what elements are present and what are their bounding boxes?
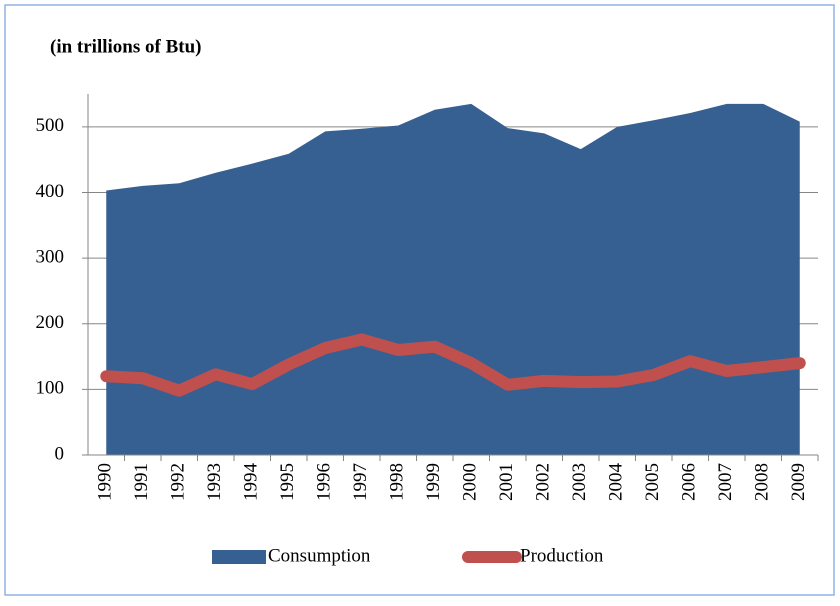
x-tick-label: 2005 xyxy=(642,463,663,501)
y-tick-label: 200 xyxy=(36,312,65,333)
y-tick-label: 400 xyxy=(36,181,65,202)
x-tick-label: 2002 xyxy=(533,463,554,501)
x-tick-label: 1994 xyxy=(241,463,262,502)
chart-title: (in trillions of Btu) xyxy=(50,36,201,57)
x-tick-label: 1992 xyxy=(168,463,189,501)
x-tick-label: 2004 xyxy=(606,463,627,502)
x-tick-label: 2009 xyxy=(788,463,809,501)
x-tick-label: 2000 xyxy=(460,463,481,501)
x-tick-label: 2006 xyxy=(679,463,700,501)
legend-label: Production xyxy=(520,545,604,566)
x-tick-label: 1995 xyxy=(277,463,298,501)
x-tick-label: 2008 xyxy=(752,463,773,501)
y-tick-label: 300 xyxy=(36,246,65,267)
x-tick-label: 2001 xyxy=(496,463,517,501)
x-tick-label: 1993 xyxy=(204,463,225,501)
x-tick-label: 1997 xyxy=(350,463,371,501)
x-tick-label: 1998 xyxy=(387,463,408,501)
line xyxy=(100,333,806,397)
y-tick-label: 500 xyxy=(36,115,65,136)
x-tick-label: 2003 xyxy=(569,463,590,501)
x-tick-label: 1999 xyxy=(423,463,444,501)
y-tick-label: 100 xyxy=(36,378,65,399)
x-tick-label: 1990 xyxy=(95,463,116,501)
x-tick-label: 1996 xyxy=(314,463,335,501)
legend-label: Consumption xyxy=(268,545,371,566)
y-tick-label: 0 xyxy=(55,443,65,464)
legend-swatch xyxy=(212,550,266,564)
x-tick-label: 2007 xyxy=(715,463,736,501)
x-tick-label: 1991 xyxy=(131,463,152,501)
